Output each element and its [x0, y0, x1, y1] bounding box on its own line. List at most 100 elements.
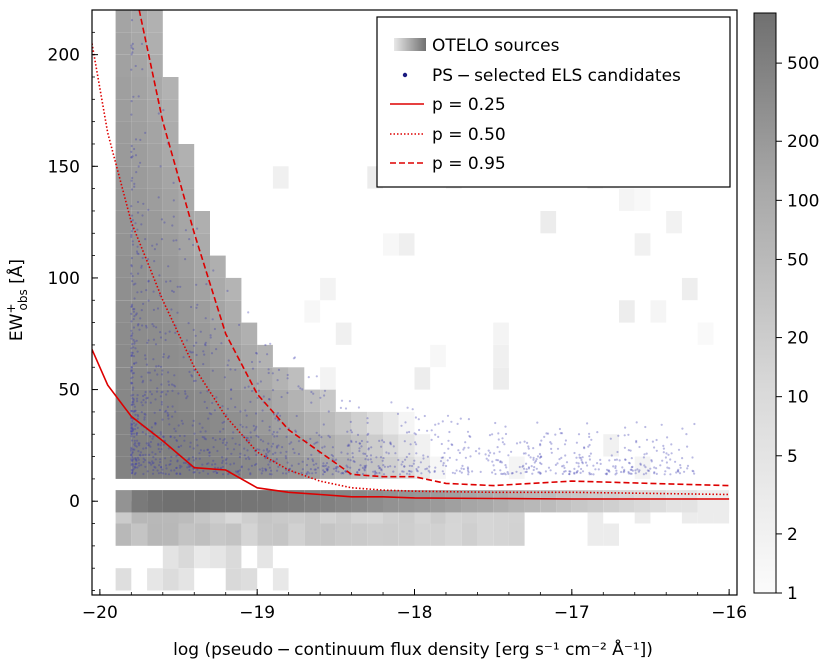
scatter-point	[274, 460, 277, 463]
scatter-point	[149, 379, 152, 382]
scatter-point	[540, 439, 543, 442]
heatmap-bin	[241, 322, 258, 345]
scatter-point	[152, 461, 155, 464]
heatmap-bin	[115, 121, 132, 144]
scatter-point	[168, 463, 171, 466]
scatter-point	[573, 451, 576, 455]
scatter-point	[242, 434, 245, 437]
scatter-point	[185, 339, 188, 342]
scatter-point	[467, 446, 470, 449]
scatter-point	[683, 470, 686, 473]
scatter-point	[350, 431, 353, 434]
scatter-point	[178, 466, 182, 469]
scatter-point	[349, 429, 352, 432]
scatter-point	[131, 469, 134, 472]
heatmap-bin	[115, 277, 132, 301]
scatter-point	[315, 462, 318, 465]
scatter-point	[192, 459, 195, 462]
scatter-point	[172, 181, 175, 184]
scatter-point	[499, 469, 502, 472]
scatter-point	[130, 432, 133, 436]
scatter-point	[630, 472, 633, 475]
scatter-point	[150, 426, 153, 429]
scatter-point	[497, 438, 500, 441]
scatter-point	[133, 448, 136, 451]
scatter-point	[203, 449, 206, 452]
scatter-point	[215, 471, 218, 475]
heatmap-bin	[194, 434, 210, 457]
scatter-point	[297, 385, 300, 388]
scatter-point	[198, 471, 201, 474]
scatter-point	[426, 429, 429, 432]
scatter-point	[227, 359, 230, 362]
heatmap-bin	[241, 456, 258, 479]
scatter-point	[252, 424, 255, 427]
scatter-point	[130, 464, 133, 467]
scatter-point	[558, 427, 562, 431]
scatter-point	[133, 410, 136, 413]
scatter-point	[408, 473, 411, 476]
scatter-point	[536, 455, 540, 458]
scatter-point	[141, 324, 144, 327]
scatter-point	[515, 442, 519, 445]
scatter-point	[285, 472, 288, 475]
scatter-point	[216, 449, 219, 453]
scatter-point	[135, 312, 138, 315]
scatter-point	[132, 410, 135, 413]
scatter-point	[134, 466, 137, 469]
scatter-point	[636, 468, 639, 471]
scatter-point	[130, 156, 133, 159]
heatmap-bin	[603, 523, 619, 546]
scatter-point	[137, 442, 140, 445]
curve-solid	[92, 349, 730, 500]
scatter-point	[558, 458, 561, 461]
scatter-point	[187, 458, 191, 461]
heatmap-bin	[147, 32, 163, 55]
scatter-point	[380, 468, 383, 471]
heatmap-bin	[131, 277, 147, 301]
heatmap-bin	[131, 434, 147, 457]
scatter-point	[331, 473, 334, 476]
scatter-point	[623, 470, 626, 473]
scatter-point	[372, 470, 375, 473]
scatter-point	[270, 473, 273, 476]
heatmap-bin	[147, 188, 163, 211]
heatmap-bin	[634, 490, 651, 513]
scatter-point	[577, 433, 581, 436]
scatter-point	[462, 467, 465, 471]
scatter-point	[160, 441, 163, 444]
scatter-point	[208, 451, 211, 454]
scatter-point	[292, 471, 295, 474]
scatter-point	[268, 466, 271, 469]
scatter-point	[596, 431, 599, 434]
scatter-point	[136, 456, 139, 459]
scatter-point	[301, 468, 304, 471]
scatter-point	[167, 371, 170, 374]
scatter-point	[415, 469, 418, 472]
scatter-point	[130, 335, 133, 338]
heatmap-bin	[351, 490, 368, 513]
scatter-point	[403, 465, 406, 468]
scatter-point	[202, 363, 205, 366]
scatter-point	[131, 471, 134, 475]
scatter-point	[225, 441, 228, 444]
scatter-point	[245, 426, 248, 429]
heatmap-bin	[178, 300, 195, 323]
scatter-point	[540, 455, 543, 458]
scatter-point	[130, 320, 133, 323]
heatmap-bin	[414, 434, 431, 457]
scatter-point	[221, 461, 224, 464]
scatter-point	[522, 452, 526, 455]
scatter-point	[214, 466, 217, 469]
scatter-point	[130, 426, 133, 429]
scatter-point	[615, 458, 619, 461]
scatter-point	[261, 409, 264, 412]
scatter-point	[160, 466, 163, 469]
scatter-point	[294, 430, 298, 433]
scatter-point	[352, 460, 355, 463]
scatter-point	[276, 379, 279, 382]
scatter-point	[148, 444, 151, 447]
scatter-point	[274, 451, 277, 454]
scatter-point	[238, 473, 241, 476]
